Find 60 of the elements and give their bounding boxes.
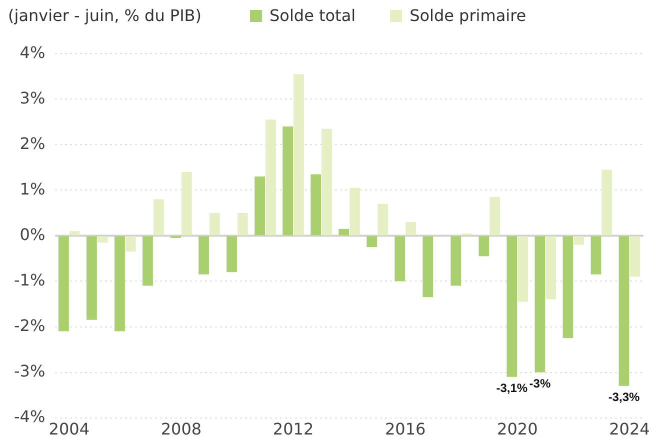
y-tick-label: -2% xyxy=(14,316,46,335)
bar xyxy=(282,126,294,236)
bar xyxy=(630,236,640,277)
bar xyxy=(450,236,462,286)
bar xyxy=(69,231,80,236)
bar xyxy=(534,236,546,372)
x-tick-label: 2012 xyxy=(272,420,314,439)
bar xyxy=(254,176,265,236)
bar xyxy=(490,197,500,236)
x-tick-label: 2004 xyxy=(48,420,90,439)
bar xyxy=(338,228,350,236)
bar xyxy=(294,74,304,236)
bar xyxy=(322,128,332,236)
bar xyxy=(506,236,518,377)
y-tick-label: -4% xyxy=(14,406,46,426)
bar xyxy=(518,236,528,302)
chart-title: (janvier - juin, % du PIB) xyxy=(8,6,202,25)
bar xyxy=(238,212,248,236)
y-tick-label: -3% xyxy=(14,361,46,380)
data-label: -3,1% xyxy=(496,381,528,396)
bar xyxy=(590,236,602,274)
bar xyxy=(226,236,237,272)
bar xyxy=(618,236,630,386)
bar xyxy=(181,172,192,236)
bar xyxy=(366,236,378,248)
x-tick-label: 2020 xyxy=(497,420,538,439)
bar xyxy=(546,236,556,300)
bar xyxy=(210,212,220,236)
y-tick-label: 0% xyxy=(20,224,46,244)
y-tick-label: 2% xyxy=(20,134,46,153)
y-tick-label: -1% xyxy=(14,270,46,290)
bar xyxy=(125,236,136,252)
bar xyxy=(478,236,490,256)
bar xyxy=(266,120,276,236)
bar xyxy=(58,236,69,332)
legend-label: Solde primaire xyxy=(410,6,526,25)
bar xyxy=(394,236,406,282)
bar xyxy=(406,222,416,236)
legend-label: Solde total xyxy=(270,6,356,25)
x-tick-label: 2024 xyxy=(609,420,650,439)
bar xyxy=(602,170,612,236)
data-label: -3% xyxy=(529,376,551,391)
y-tick-label: 1% xyxy=(20,179,46,198)
bar xyxy=(153,199,164,236)
bar xyxy=(97,236,108,243)
bar xyxy=(198,236,209,274)
bar xyxy=(142,236,153,286)
x-tick-label: 2016 xyxy=(384,420,426,439)
bar xyxy=(114,236,125,332)
bar xyxy=(422,236,434,298)
y-tick-label: 4% xyxy=(20,42,46,62)
x-tick-label: 2008 xyxy=(160,420,202,439)
bar xyxy=(350,188,360,236)
y-tick-label: 3% xyxy=(20,88,46,108)
bar xyxy=(378,204,388,236)
data-label: -3,3% xyxy=(608,390,640,404)
bar xyxy=(574,236,584,245)
bar xyxy=(562,236,574,338)
bar xyxy=(310,174,322,236)
bar xyxy=(86,236,97,320)
